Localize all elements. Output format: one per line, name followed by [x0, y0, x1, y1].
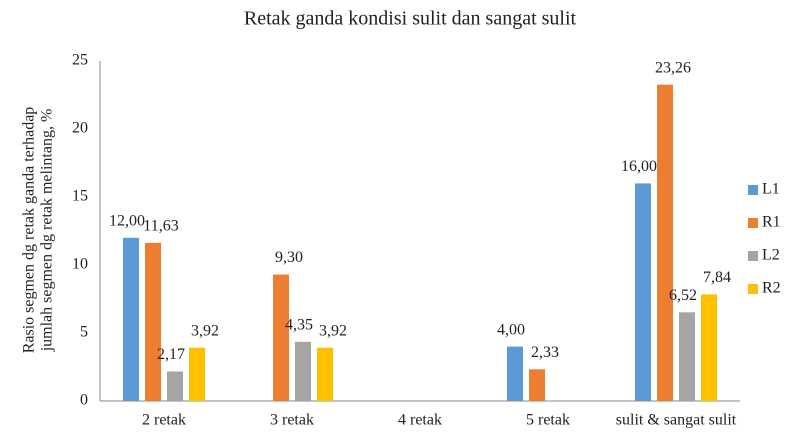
data-label: 23,26 [655, 59, 691, 76]
bar [295, 341, 311, 401]
bar [635, 183, 651, 401]
legend-swatch [748, 185, 758, 195]
y-axis-title: Rasio segmen dg retak ganda terhadap jum… [21, 107, 56, 354]
y-tick-label: 5 [80, 324, 88, 341]
x-tick-label: 5 retak [526, 412, 570, 429]
y-tick-label: 25 [72, 52, 88, 69]
bar [167, 371, 183, 401]
bar [145, 242, 161, 401]
data-label: 12,00 [109, 212, 145, 229]
legend-label: L2 [762, 247, 780, 264]
bar [273, 274, 289, 401]
legend-swatch [748, 251, 758, 261]
legend-label: R2 [762, 280, 781, 297]
bar [317, 347, 333, 401]
bar [123, 237, 139, 401]
x-tick-label: 2 retak [142, 412, 186, 429]
x-tick-label: 4 retak [398, 412, 442, 429]
y-axis-title-line: Rasio segmen dg retak ganda terhadap [21, 107, 38, 354]
bar [189, 347, 205, 401]
bar [529, 369, 545, 401]
legend-label: L1 [762, 181, 780, 198]
y-tick-label: 0 [80, 392, 88, 409]
data-label: 4,35 [285, 317, 313, 334]
data-label: 11,63 [143, 218, 178, 235]
bar [657, 84, 673, 401]
legend-label: R1 [762, 214, 781, 231]
bar [701, 294, 717, 401]
bar [679, 312, 695, 401]
data-label: 6,52 [669, 287, 697, 304]
y-tick-label: 10 [72, 256, 88, 273]
data-label: 2,17 [157, 346, 185, 363]
data-label: 3,92 [319, 322, 347, 339]
legend-swatch [748, 218, 758, 228]
legend-swatch [748, 284, 758, 294]
y-axis-title-line: jumlah segmen dg retak melintang, % [39, 109, 56, 353]
data-label: 2,33 [531, 344, 559, 361]
x-tick-label: sulit & sangat sulit [616, 412, 737, 429]
bar [507, 346, 523, 401]
data-label: 16,00 [621, 158, 657, 175]
y-tick-label: 15 [72, 188, 88, 205]
y-tick-label: 20 [72, 120, 88, 137]
data-label: 7,84 [703, 269, 731, 286]
chart-title: Retak ganda kondisi sulit dan sangat sul… [244, 8, 577, 30]
data-label: 3,92 [191, 322, 219, 339]
data-label: 9,30 [275, 249, 303, 266]
x-tick-label: 3 retak [270, 412, 314, 429]
data-label: 4,00 [497, 321, 525, 338]
